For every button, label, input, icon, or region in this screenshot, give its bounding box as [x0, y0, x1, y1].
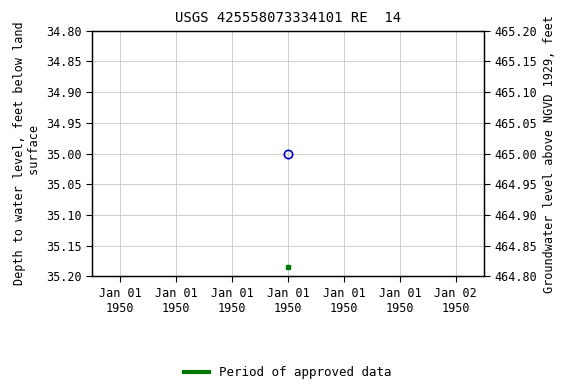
Y-axis label: Groundwater level above NGVD 1929, feet: Groundwater level above NGVD 1929, feet	[543, 15, 556, 293]
Legend: Period of approved data: Period of approved data	[179, 361, 397, 384]
Title: USGS 425558073334101 RE  14: USGS 425558073334101 RE 14	[175, 12, 401, 25]
Y-axis label: Depth to water level, feet below land
 surface: Depth to water level, feet below land su…	[13, 22, 40, 285]
